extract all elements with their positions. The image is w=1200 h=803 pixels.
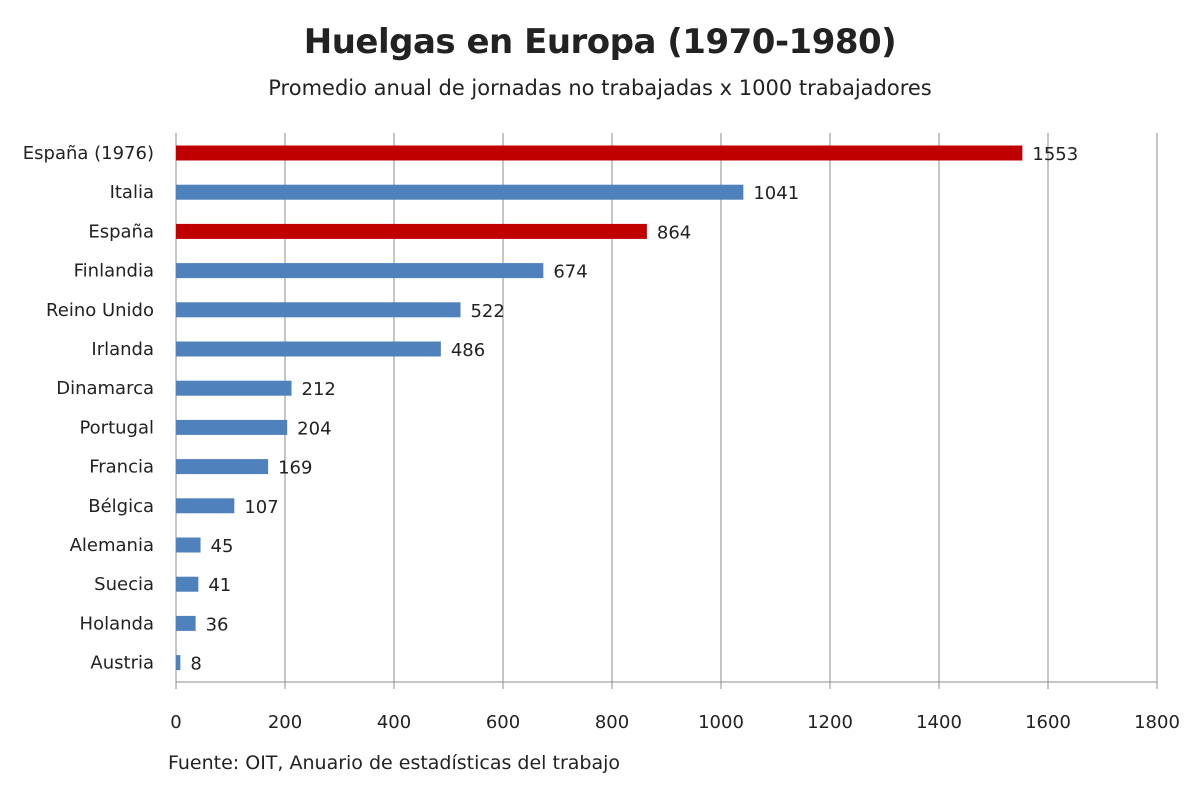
bar: [176, 498, 235, 514]
category-label: Italia: [110, 182, 154, 203]
bar: [176, 419, 288, 435]
category-label: Irlanda: [91, 339, 154, 360]
category-label: Austria: [90, 653, 154, 674]
data-label: 204: [297, 418, 331, 439]
x-tick-label: 400: [377, 712, 411, 733]
x-tick-label: 1400: [916, 712, 962, 733]
data-label: 107: [244, 497, 278, 518]
category-label: Portugal: [79, 417, 154, 438]
category-label: Bélgica: [88, 496, 154, 517]
x-tick-label: 800: [595, 712, 629, 733]
category-label: Francia: [89, 457, 154, 478]
data-label: 8: [190, 654, 201, 675]
x-tick-label: 200: [268, 712, 302, 733]
data-label: 864: [657, 222, 691, 243]
bar: [176, 223, 647, 239]
category-label: Holanda: [80, 613, 154, 634]
bar: [176, 576, 199, 592]
bar: [176, 655, 181, 671]
data-label: 1553: [1032, 144, 1078, 165]
data-label: 674: [553, 262, 587, 283]
category-label: Finlandia: [74, 261, 154, 282]
data-label: 36: [206, 614, 229, 635]
bar: [176, 263, 544, 279]
bar: [176, 615, 196, 631]
bar: [176, 380, 292, 396]
data-label: 169: [278, 458, 312, 479]
bar: [176, 341, 441, 357]
category-label: España (1976): [23, 143, 154, 164]
bar: [176, 184, 744, 200]
category-label: Reino Unido: [46, 300, 154, 321]
x-tick-label: 600: [486, 712, 520, 733]
data-label: 486: [451, 340, 485, 361]
chart-subtitle: Promedio anual de jornadas no trabajadas…: [268, 76, 932, 100]
category-label: Suecia: [94, 574, 154, 595]
chart-title: Huelgas en Europa (1970-1980): [303, 22, 897, 62]
bar: [176, 459, 269, 475]
bar: [176, 302, 461, 318]
category-label: Dinamarca: [56, 378, 154, 399]
data-label: 522: [470, 301, 504, 322]
category-label: España: [88, 221, 154, 242]
x-tick-label: 0: [170, 712, 181, 733]
source-note: Fuente: OIT, Anuario de estadísticas del…: [168, 752, 621, 774]
x-tick-label: 1000: [698, 712, 744, 733]
x-tick-label: 1200: [807, 712, 853, 733]
x-tick-label: 1800: [1134, 712, 1180, 733]
data-label: 1041: [753, 183, 799, 204]
category-label: Alemania: [70, 535, 154, 556]
x-tick-label: 1600: [1025, 712, 1071, 733]
data-label: 45: [211, 536, 234, 557]
data-label: 212: [302, 379, 336, 400]
bar: [176, 537, 201, 553]
bar: [176, 145, 1023, 161]
data-label: 41: [208, 575, 231, 596]
